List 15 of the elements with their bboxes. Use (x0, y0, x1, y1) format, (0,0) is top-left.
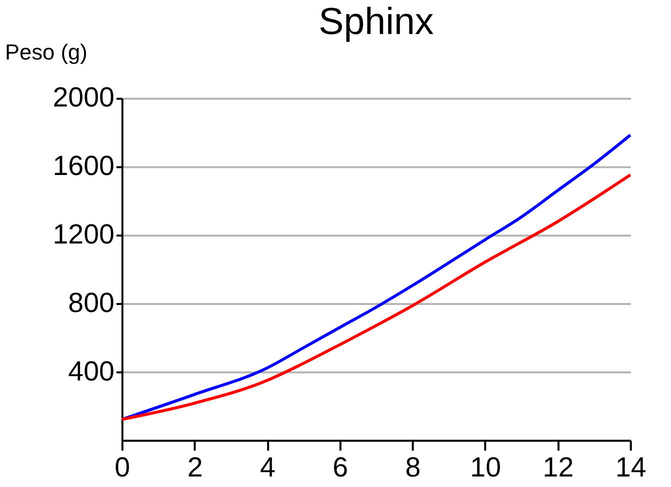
x-tick-label: 4 (260, 451, 276, 482)
x-tick-label: 6 (332, 451, 348, 482)
y-axis-title: Peso (g) (4, 40, 88, 65)
x-tick-label: 14 (615, 451, 646, 482)
x-tick-label: 12 (542, 451, 574, 482)
y-tick-label: 1600 (52, 150, 114, 182)
x-tick-label: 10 (470, 451, 502, 482)
y-tick-label: 400 (68, 355, 114, 386)
x-tick-label: 8 (405, 451, 421, 482)
y-tick-label: 2000 (52, 82, 114, 113)
y-tick-label: 1200 (52, 218, 114, 250)
y-tick-label: 800 (68, 286, 114, 318)
chart-title: Sphinx (318, 0, 434, 42)
x-tick-label: 0 (114, 451, 130, 482)
x-tick-label: 2 (187, 451, 203, 482)
